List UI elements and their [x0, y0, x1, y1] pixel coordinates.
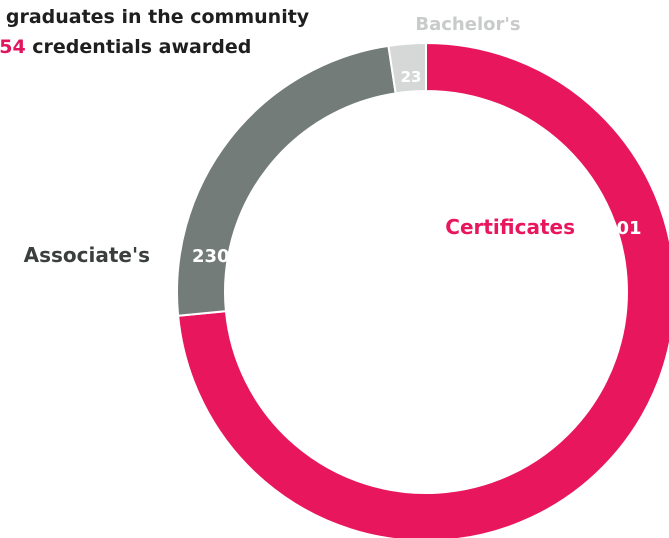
category-label-associates: Associate's — [24, 243, 150, 267]
value-label-associates: 230 — [192, 246, 230, 267]
category-label-certificates: Certificates — [445, 215, 575, 239]
value-label-bachelors: 23 — [401, 68, 422, 86]
slice-certificates — [177, 41, 669, 538]
value-label-certificates: 701 — [604, 218, 642, 239]
slice-bachelor-s — [387, 41, 427, 95]
slice-associate-s — [176, 44, 397, 317]
graduates-stat: 4 graduates in the community — [0, 2, 309, 32]
credentials-count: 954 — [0, 36, 26, 58]
summary-stats: 4 graduates in the community 954 credent… — [0, 2, 309, 62]
credentials-stat: 954 credentials awarded — [0, 32, 309, 62]
credentials-caption: credentials awarded — [25, 36, 252, 58]
graduates-caption: graduates in the community — [0, 6, 310, 28]
category-label-bachelors: Bachelor's — [415, 14, 520, 35]
